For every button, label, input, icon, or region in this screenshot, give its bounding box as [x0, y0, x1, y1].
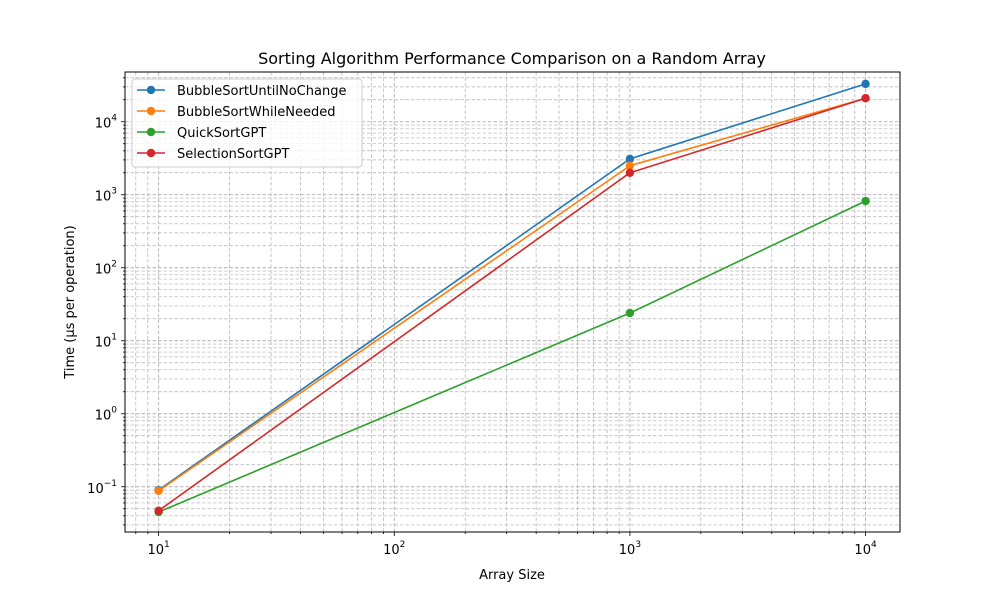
y-tick-label: 102: [95, 260, 117, 278]
legend: BubbleSortUntilNoChange BubbleSortWhileNe…: [131, 78, 363, 168]
data-point: [625, 308, 635, 318]
data-point: [625, 168, 635, 177]
y-tick-label: 101: [95, 333, 117, 351]
series-BubbleSortWhileNeeded: [154, 94, 870, 496]
data-point: [861, 79, 870, 89]
chart-title: Sorting Algorithm Performance Comparison…: [258, 49, 766, 68]
x-tick-label: 104: [854, 540, 877, 558]
series-SelectionSortGPT: [154, 94, 870, 515]
legend-item: BubbleSortUntilNoChange: [137, 84, 346, 99]
x-axis-label: Array Size: [479, 568, 545, 583]
series-layer: [154, 79, 870, 517]
legend-marker: [146, 127, 156, 137]
legend-item: BubbleSortWhileNeeded: [137, 105, 335, 120]
data-point: [861, 196, 870, 206]
x-tick-label: 101: [147, 540, 169, 558]
x-tick-label: 102: [383, 540, 405, 558]
legend-label: BubbleSortUntilNoChange: [177, 84, 346, 99]
legend-item: QuickSortGPT: [137, 126, 266, 141]
plot-frame: [124, 71, 901, 533]
data-point: [154, 506, 163, 515]
series-QuickSortGPT: [154, 196, 870, 517]
legend-box: [131, 78, 363, 168]
y-tick-label: 104: [95, 114, 118, 132]
data-point: [154, 486, 163, 496]
y-tick-label: 10−1: [87, 479, 117, 497]
data-point: [861, 94, 870, 103]
y-tick-label: 100: [95, 406, 118, 424]
y-axis-label: Time (µs per operation): [63, 225, 78, 379]
legend-item: SelectionSortGPT: [137, 147, 289, 162]
legend-marker: [146, 148, 156, 158]
grid-lines: [125, 72, 900, 532]
axis-ticks: 101 102 103 104 10−1 100 101 102 103 104: [87, 77, 877, 558]
legend-label: SelectionSortGPT: [177, 147, 289, 162]
legend-label: QuickSortGPT: [177, 126, 266, 141]
data-point: [625, 161, 635, 170]
legend-marker: [146, 85, 156, 95]
data-point: [625, 154, 635, 164]
legend-label: BubbleSortWhileNeeded: [177, 105, 335, 120]
y-tick-label: 103: [95, 187, 117, 205]
x-tick-label: 103: [619, 540, 641, 558]
legend-marker: [146, 106, 156, 116]
